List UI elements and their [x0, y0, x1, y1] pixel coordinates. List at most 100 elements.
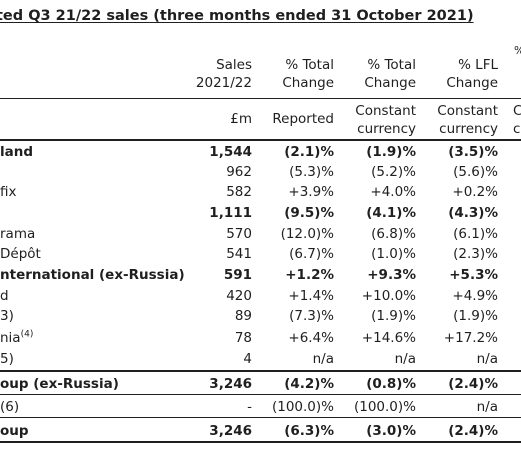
cell-lfl-change: +5.3% [449, 267, 498, 283]
cell-lfl-change: (2.4)% [448, 423, 498, 439]
cell-lfl-change: (2.3)% [453, 246, 498, 262]
cell-total-change-reported: +1.4% [288, 288, 334, 304]
cell-total-change-constant: (3.0)% [366, 423, 416, 439]
cell-lfl-change: (1.9)% [453, 308, 498, 324]
subheader-currency: £m [230, 111, 252, 127]
cell-sales: 3,246 [209, 376, 252, 392]
subheader-constant-currency-1: Constant currency [355, 102, 416, 138]
table-row: nternational (ex-Russia) 591 +1.2% +9.3% +5.… [0, 265, 521, 285]
header-sales: Sales 2021/22 [196, 56, 252, 92]
cell-total-change-reported: (2.1)% [284, 144, 334, 160]
cell-sales: 541 [226, 246, 252, 262]
cell-sales: 3,246 [209, 423, 252, 439]
cell-sales: 591 [223, 267, 252, 283]
cell-total-change-reported: (4.2)% [284, 376, 334, 392]
cell-total-change-reported: (12.0)% [280, 226, 334, 242]
cell-lfl-change: (4.3)% [448, 205, 498, 221]
cell-sales: 570 [226, 226, 252, 242]
cell-total-change-reported: n/a [312, 351, 334, 367]
subheader-divider [0, 139, 521, 141]
table-row: 3) 89 (7.3)% (1.9)% (1.9)% [0, 306, 521, 326]
cell-total-change-reported: (7.3)% [289, 308, 334, 324]
cell-sales: 1,111 [209, 205, 252, 221]
group-total-divider-bottom [0, 394, 521, 395]
cell-total-change-reported: (6.3)% [284, 423, 334, 439]
cell-total-change-constant: (5.2)% [371, 164, 416, 180]
cell-total-change-constant: (0.8)% [366, 376, 416, 392]
row-label: rama [0, 226, 36, 242]
cell-lfl-change: +17.2% [443, 330, 498, 346]
cell-lfl-change: (3.5)% [448, 144, 498, 160]
row-label: 5) [0, 351, 14, 367]
cell-total-change-constant: (6.8)% [371, 226, 416, 242]
subheader-col4-line2: currency [439, 121, 498, 137]
table-row: nia(4) 78 +6.4% +14.6% +17.2% [0, 328, 521, 348]
table-row: rama 570 (12.0)% (6.8)% (6.1)% [0, 224, 521, 244]
cell-total-change-reported: +6.4% [288, 330, 334, 346]
cell-sales: 4 [243, 351, 252, 367]
row-label-footnote: (4) [20, 329, 34, 340]
table-row: 962 (5.3)% (5.2)% (5.6)% [0, 162, 521, 182]
group-total-divider-top [0, 370, 521, 372]
header-col4-line1: % LFL [458, 57, 498, 73]
header-lfl-change: % LFL Change [446, 56, 498, 92]
header-total-change-reported: % Total Change [282, 56, 334, 92]
cell-lfl-change: (2.4)% [448, 376, 498, 392]
header-col3-line2: Change [364, 75, 416, 91]
cell-total-change-constant: +14.6% [361, 330, 416, 346]
subheader-edge-line1: C [513, 103, 521, 119]
cell-sales: 582 [226, 184, 252, 200]
table-row: 5) 4 n/a n/a n/a [0, 349, 521, 369]
cell-sales: - [247, 399, 252, 415]
cell-lfl-change: (6.1)% [453, 226, 498, 242]
subheader-col3-line2: currency [357, 121, 416, 137]
cell-sales: 420 [226, 288, 252, 304]
subheader-col4-line1: Constant [437, 103, 498, 119]
table-row: d 420 +1.4% +10.0% +4.9% [0, 286, 521, 306]
cell-total-change-constant: (4.1)% [366, 205, 416, 221]
cell-total-change-constant: +10.0% [361, 288, 416, 304]
header-edge-fragment: % [514, 42, 521, 60]
cell-total-change-constant: +4.0% [370, 184, 416, 200]
row-label: nternational (ex-Russia) [0, 267, 185, 283]
header-col4-line2: Change [446, 75, 498, 91]
cell-total-change-constant: (1.9)% [366, 144, 416, 160]
table-row: (6) - (100.0)% (100.0)% n/a [0, 397, 521, 417]
cell-total-change-constant: +9.3% [367, 267, 416, 283]
cell-sales: 78 [234, 330, 252, 346]
row-label: nia(4) [0, 329, 34, 346]
header-col2-line2: Change [282, 75, 334, 91]
cell-total-change-constant: (1.0)% [371, 246, 416, 262]
cell-total-change-constant: (1.9)% [371, 308, 416, 324]
cell-total-change-reported: (9.5)% [284, 205, 334, 221]
cell-total-change-reported: +3.9% [288, 184, 334, 200]
header-col2-line1: % Total [285, 57, 334, 73]
cell-lfl-change: n/a [476, 399, 498, 415]
table-row: land 1,544 (2.1)% (1.9)% (3.5)% [0, 142, 521, 162]
header-col3-line1: % Total [367, 57, 416, 73]
table-row: 1,111 (9.5)% (4.1)% (4.3)% [0, 203, 521, 223]
row-label: land [0, 144, 34, 160]
cell-lfl-change: +0.2% [452, 184, 498, 200]
header-divider [0, 98, 521, 99]
table-row: oup (ex-Russia) 3,246 (4.2)% (0.8)% (2.4)% [0, 374, 521, 394]
table-title: ted Q3 21/22 sales (three months ended 3… [0, 8, 474, 24]
cell-lfl-change: n/a [476, 351, 498, 367]
row-label: Dépôt [0, 246, 41, 262]
row-label: d [0, 288, 9, 304]
final-total-divider-top [0, 417, 521, 418]
header-sales-line2: 2021/22 [195, 75, 252, 91]
row-label: oup (ex-Russia) [0, 376, 119, 392]
subheader-edge-line2: c [513, 121, 521, 137]
cell-lfl-change: +4.9% [452, 288, 498, 304]
cell-lfl-change: (5.6)% [453, 164, 498, 180]
cell-total-change-reported: (100.0)% [271, 399, 334, 415]
subheader-constant-currency-2: Constant currency [437, 102, 498, 138]
row-label: 3) [0, 308, 14, 324]
table-row: fix 582 +3.9% +4.0% +0.2% [0, 182, 521, 202]
cell-total-change-reported: (6.7)% [289, 246, 334, 262]
cell-sales: 962 [226, 164, 252, 180]
header-total-change-constant: % Total Change [364, 56, 416, 92]
table-row: oup 3,246 (6.3)% (3.0)% (2.4)% [0, 421, 521, 441]
cell-sales: 89 [234, 308, 252, 324]
